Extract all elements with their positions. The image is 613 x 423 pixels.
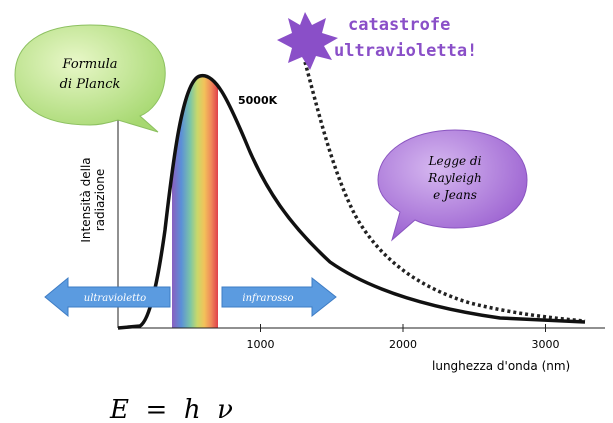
- formula: E = h ν: [109, 395, 233, 423]
- catastrophe-text: ultravioletta!: [334, 41, 477, 61]
- ir-arrow: infrarosso: [222, 278, 336, 316]
- y-axis-label: Intensità della radiazione: [79, 157, 107, 242]
- catastrophe-text: catastrofe: [348, 15, 450, 35]
- bubble-text: di Planck: [60, 77, 121, 92]
- rj-bubble: Legge di Rayleigh e Jeans: [378, 130, 527, 240]
- x-tick-label: 2000: [389, 338, 417, 351]
- bubble-text: Formula: [62, 57, 118, 72]
- bubble-text: Legge di: [428, 154, 482, 168]
- curve-label: 5000K: [238, 94, 278, 107]
- starburst: [277, 12, 338, 70]
- x-axis-label: lunghezza d'onda (nm): [432, 359, 570, 373]
- ir-label: infrarosso: [242, 293, 293, 304]
- visible-spectrum: [172, 60, 218, 330]
- y-label-line: radiazione: [93, 169, 107, 232]
- x-tick-label: 1000: [247, 338, 275, 351]
- y-label-line: Intensità della: [79, 157, 93, 242]
- bubble-text: e Jeans: [433, 188, 477, 202]
- catastrophe: catastrofe ultravioletta!: [277, 12, 477, 70]
- x-tick-label: 3000: [532, 338, 560, 351]
- planck-bubble: Formula di Planck: [15, 25, 165, 132]
- diagram: 5000K Intensità della radiazione lunghez…: [0, 0, 613, 423]
- uv-label: ultravioletto: [84, 293, 146, 304]
- bubble-text: Rayleigh: [427, 171, 481, 185]
- uv-arrow: ultravioletto: [45, 278, 170, 316]
